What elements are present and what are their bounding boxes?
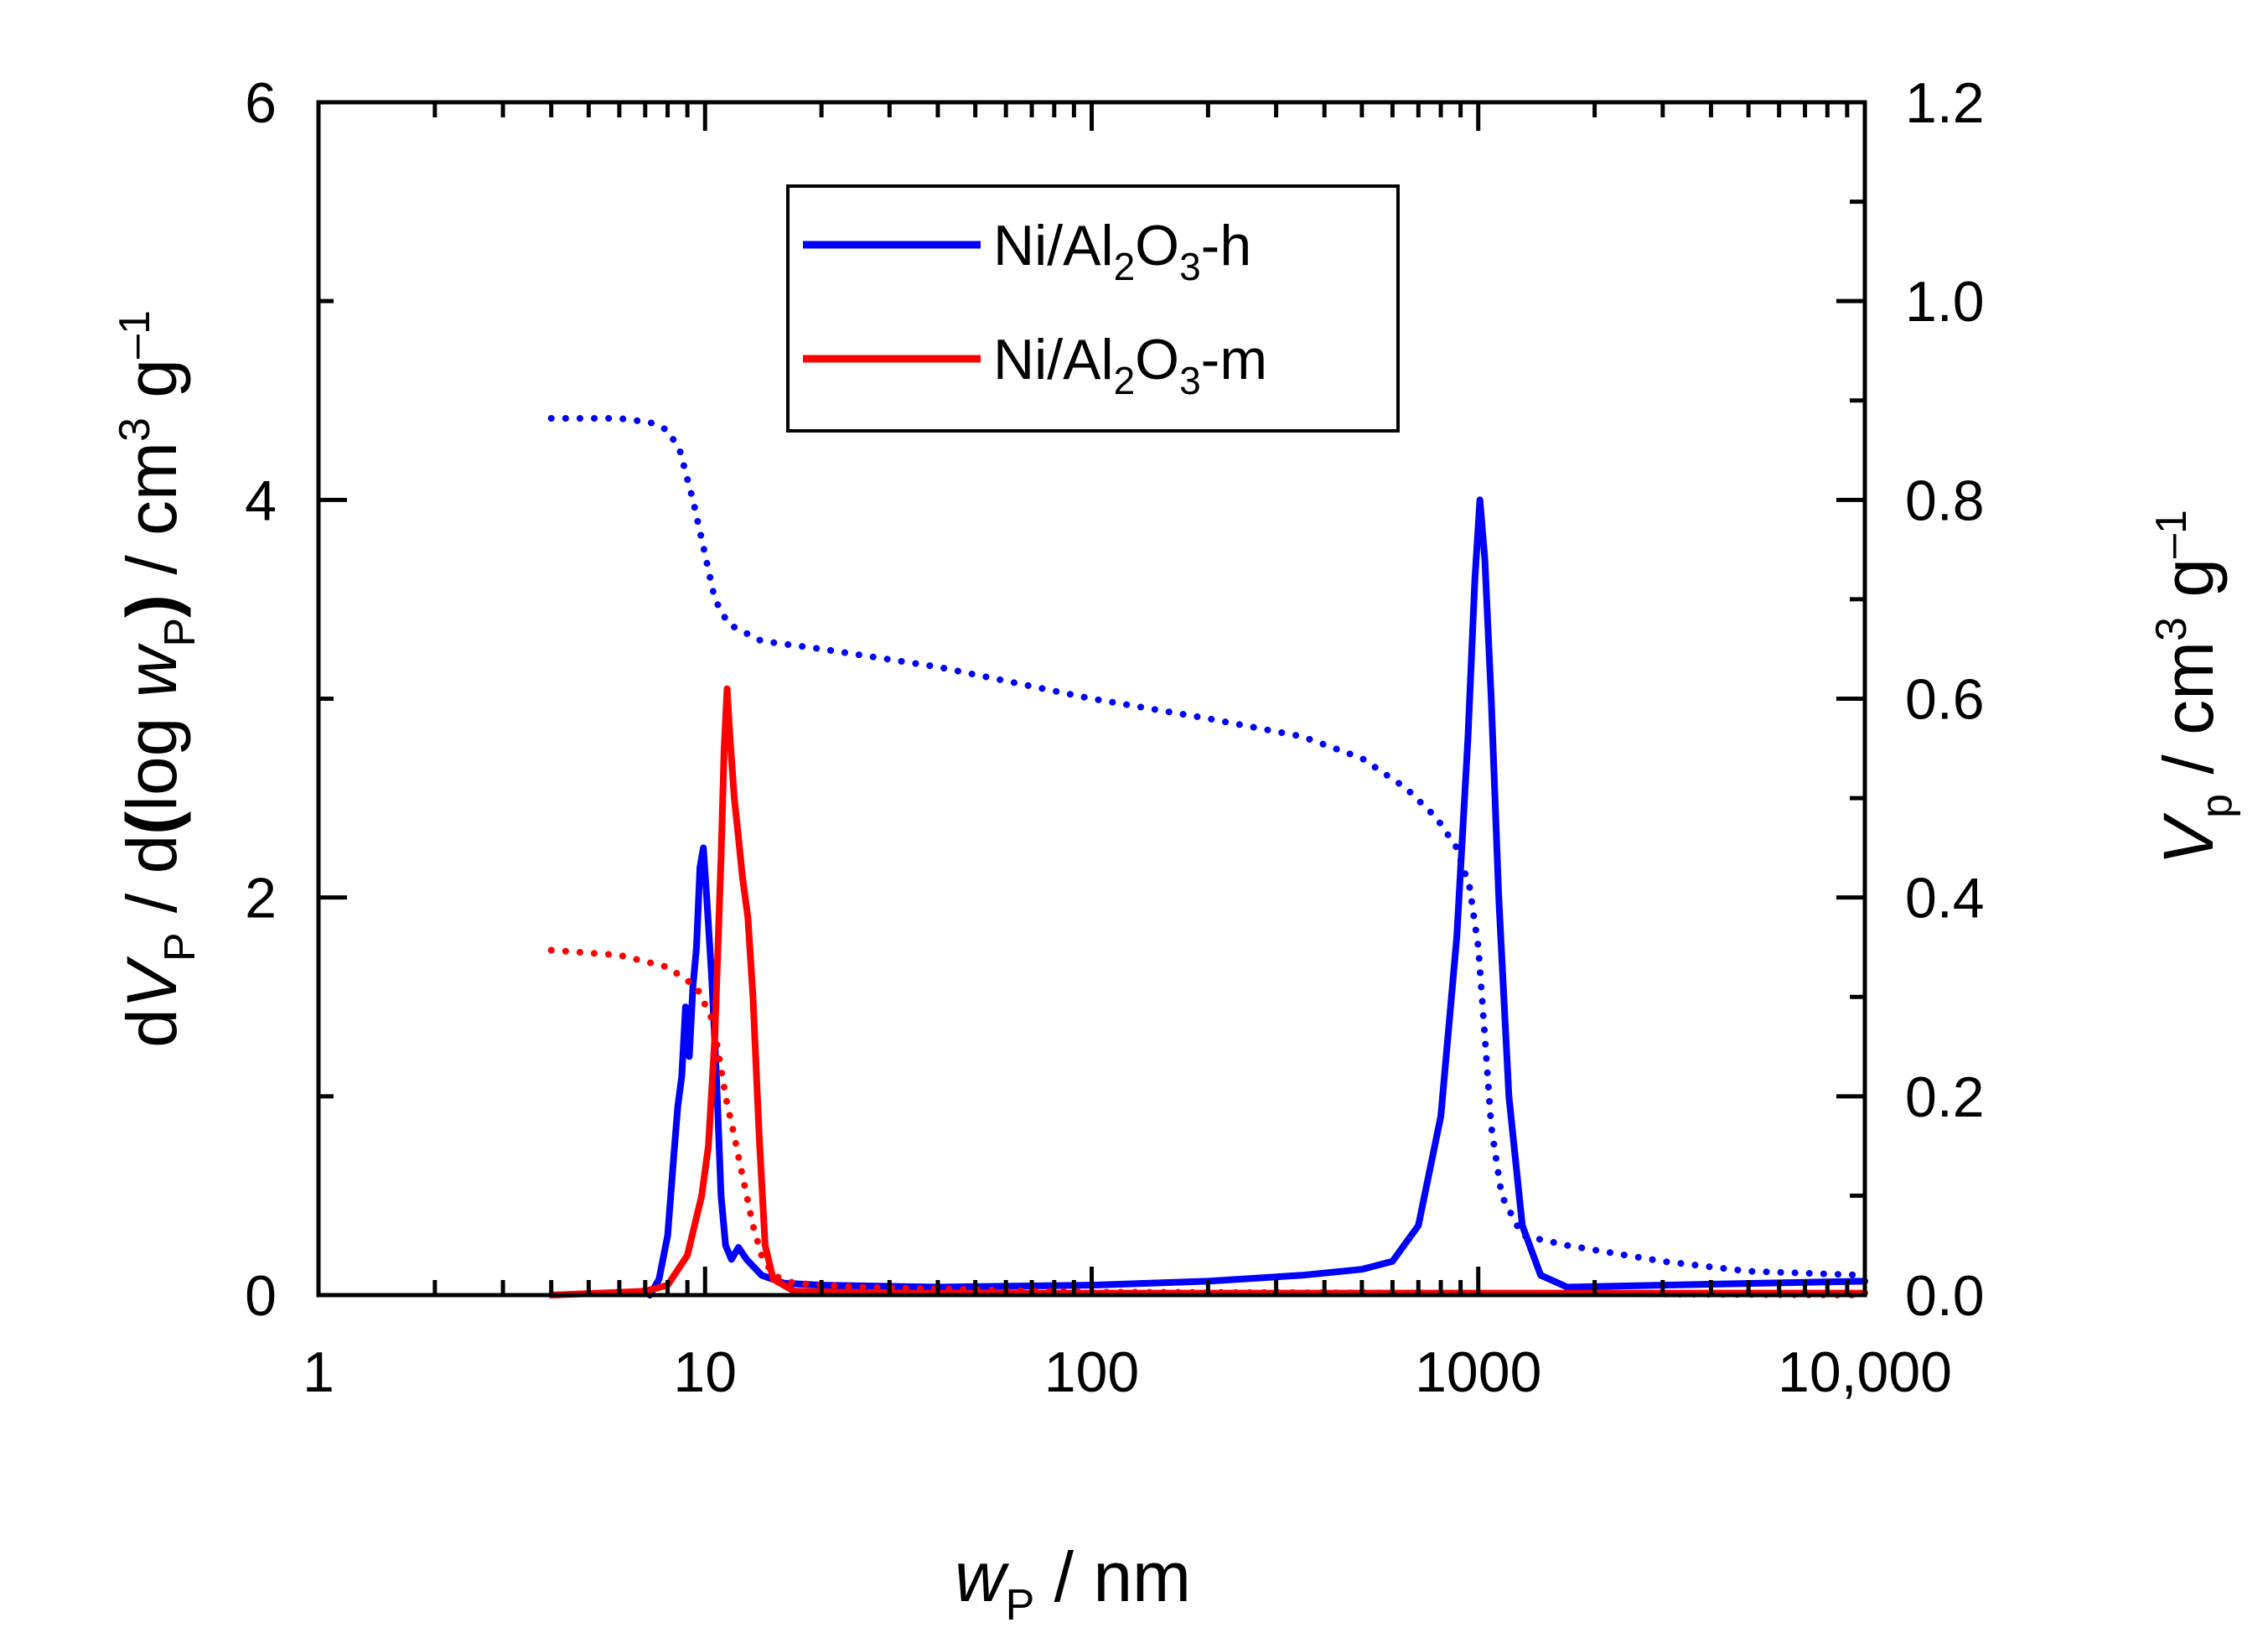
series-line-2 [547,415,1868,1279]
series-line-3 [547,946,1868,1298]
x-tick-label: 1 [303,1340,334,1404]
y-right-tick-label: 0.8 [1905,469,1985,532]
legend-box [786,184,1400,433]
y-right-tick-label: 0.0 [1905,1264,1985,1328]
x-tick-label: 10,000 [1778,1340,1952,1404]
y-left-tick-label: 6 [245,71,277,135]
y-left-tick-label: 4 [245,469,277,532]
ticks-layer [316,100,1867,1298]
series-line-0 [646,496,1868,1298]
y-left-tick-label: 0 [245,1264,277,1328]
x-axis-title: wP / nm [955,1537,1191,1630]
y-right-tick-label: 0.2 [1905,1065,1985,1129]
series-layer [547,415,1868,1298]
y-right-tick-label: 1.0 [1905,270,1985,334]
y-axis-left-title: dVP / d(log wP) / cm3 g–1 [111,310,205,1048]
legend: Ni/Al2O3-h Ni/Al2O3-m [786,184,1400,433]
y-right-tick-label: 0.6 [1905,668,1985,732]
y-right-tick-label: 0.4 [1905,867,1985,930]
y-right-tick-label: 1.2 [1905,71,1985,135]
x-tick-label: 10 [673,1340,737,1404]
y-axis-right-title: Vp / cm3 g–1 [2147,510,2241,865]
series-line-1 [547,685,1868,1298]
legend-label-m: Ni/Al2O3-m [993,328,1267,402]
x-tick-label: 100 [1044,1340,1139,1404]
x-tick-label: 1000 [1415,1340,1541,1404]
y-left-tick-label: 2 [245,867,277,930]
labels-layer: 1 10 100 1000 10,000 0 2 4 6 0.0 0.2 0.4 0.6 0.8 1.0 1.… [245,71,1984,1404]
legend-label-h: Ni/Al2O3-h [993,214,1251,288]
